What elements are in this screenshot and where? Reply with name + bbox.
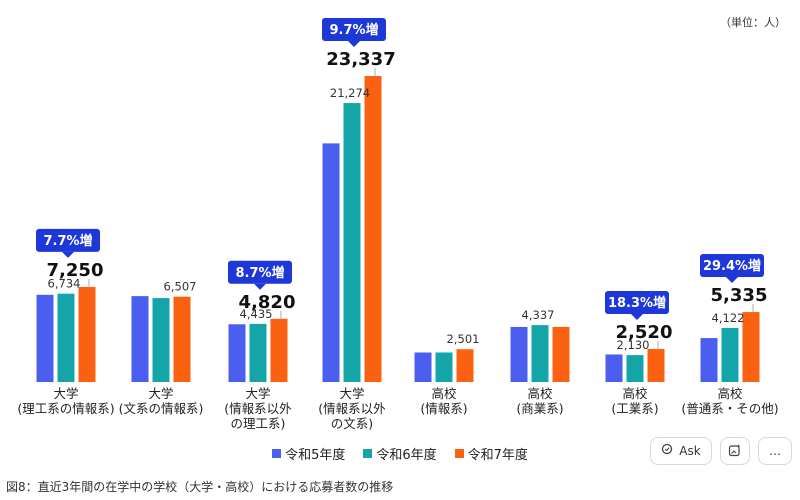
- growth-badge-pointer-1: [254, 283, 266, 290]
- category-label-0-line-0: 大学: [53, 386, 78, 401]
- legend-swatch-r5: [272, 449, 282, 458]
- ask-label: Ask: [679, 444, 701, 458]
- category-label-5-line-1: (商業系): [516, 401, 563, 416]
- value-label-1: 7,250: [47, 260, 104, 281]
- growth-badge-1: [228, 260, 292, 284]
- bar-1-2: [173, 296, 191, 382]
- growth-badge-pointer-2: [348, 41, 360, 47]
- bar-1-0: [131, 296, 149, 382]
- bar-6-2: [647, 348, 665, 382]
- value-label-8: 4,337: [522, 308, 555, 322]
- value-label-10: 2,520: [616, 322, 673, 343]
- value-label-4: 4,820: [239, 292, 296, 313]
- category-label-5: 高校(商業系): [516, 386, 563, 416]
- bar-5-1: [531, 325, 549, 382]
- bar-chart: 大学(理工系の情報系)大学(文系の情報系)大学(情報系以外の理工系)大学(情報系…: [17, 18, 779, 431]
- category-label-2-line-1: (情報系以外: [224, 401, 292, 416]
- category-label-0: 大学(理工系の情報系): [17, 386, 114, 416]
- growth-badge-pointer-0: [62, 251, 74, 258]
- more-options-icon: …: [769, 444, 781, 458]
- bar-6-1: [626, 355, 644, 382]
- category-label-6-line-1: (工業系): [611, 401, 658, 416]
- bar-4-0: [414, 352, 432, 382]
- bar-6-0: [605, 354, 623, 382]
- bar-2-0: [228, 324, 246, 382]
- value-label-6: 23,337: [326, 49, 395, 70]
- category-label-0-line-1: (理工系の情報系): [17, 401, 114, 416]
- bar-3-2: [364, 76, 382, 382]
- category-label-7: 高校(普通系・その他): [681, 386, 778, 416]
- category-label-1-line-1: (文系の情報系): [119, 401, 204, 416]
- bar-7-1: [721, 327, 739, 382]
- value-label-0: 6,734: [48, 277, 81, 291]
- value-label-5: 21,274: [330, 86, 370, 100]
- legend-label-r7: 令和7年度: [467, 448, 528, 463]
- value-label-12: 5,335: [711, 285, 768, 306]
- bar-3-1: [343, 103, 361, 382]
- category-label-4-line-0: 高校: [431, 386, 457, 401]
- growth-badge-label-3: 18.3%増: [608, 295, 666, 311]
- image-toolbar: Ask …: [650, 437, 792, 465]
- growth-badge-4: [700, 254, 764, 278]
- value-label-7: 2,501: [447, 332, 480, 346]
- category-label-3-line-1: (情報系以外: [318, 401, 386, 416]
- category-label-3-line-2: の文系): [331, 416, 373, 431]
- growth-badge-0: [36, 228, 100, 252]
- image-edit-icon: [728, 443, 742, 460]
- legend-swatch-r6: [363, 449, 373, 458]
- category-label-7-line-1: (普通系・その他): [681, 401, 778, 416]
- bar-0-2: [78, 286, 96, 382]
- growth-badge-label-2: 9.7%増: [329, 22, 378, 38]
- growth-badge-pointer-3: [631, 313, 643, 320]
- growth-badge-3: [605, 290, 669, 314]
- legend-item-r6: 令和6年度: [363, 444, 437, 463]
- ask-button[interactable]: Ask: [650, 437, 712, 465]
- bar-4-1: [435, 352, 453, 382]
- bar-2-1: [249, 323, 267, 382]
- value-label-9: 2,130: [617, 338, 650, 352]
- legend: 令和5年度 令和6年度 令和7年度: [0, 444, 800, 463]
- legend-swatch-r7: [454, 449, 464, 458]
- growth-badge-label-1: 8.7%増: [235, 265, 284, 281]
- figure-caption: 図8：直近3年間の在学中の学校（大学・高校）における応募者数の推移: [6, 480, 394, 494]
- category-label-6: 高校(工業系): [611, 386, 658, 416]
- value-label-11: 4,122: [712, 311, 745, 325]
- bar-5-2: [552, 326, 570, 382]
- more-options-button[interactable]: …: [758, 437, 792, 465]
- growth-badge-label-0: 7.7%増: [43, 233, 92, 249]
- legend-item-r5: 令和5年度: [272, 444, 345, 463]
- growth-badge-label-4: 29.4%増: [703, 258, 761, 274]
- image-edit-button[interactable]: [720, 437, 750, 465]
- bar-7-2: [742, 312, 760, 382]
- bar-4-2: [456, 349, 474, 382]
- growth-badge-2: [322, 18, 386, 41]
- unit-label: （単位：人）: [720, 16, 786, 29]
- bar-1-1: [152, 298, 170, 382]
- value-label-3: 4,435: [240, 307, 273, 321]
- bar-7-0: [700, 338, 718, 382]
- value-label-2: 6,507: [164, 280, 197, 294]
- bar-2-2: [270, 318, 288, 382]
- category-label-3-line-0: 大学: [339, 386, 364, 401]
- ask-search-icon: [661, 443, 674, 460]
- category-label-1-line-0: 大学: [148, 386, 173, 401]
- category-label-2: 大学(情報系以外の理工系): [224, 386, 292, 431]
- bar-0-0: [36, 294, 54, 382]
- bar-0-1: [57, 293, 75, 382]
- bar-5-0: [510, 326, 528, 382]
- legend-label-r6: 令和6年度: [376, 448, 437, 463]
- category-label-6-line-0: 高校: [622, 386, 648, 401]
- category-label-2-line-0: 大学: [245, 386, 270, 401]
- category-label-1: 大学(文系の情報系): [119, 386, 204, 416]
- bar-3-0: [322, 143, 340, 382]
- category-label-2-line-2: の理工系): [231, 416, 286, 431]
- legend-item-r7: 令和7年度: [454, 444, 528, 463]
- growth-badge-pointer-4: [726, 277, 738, 284]
- category-label-5-line-0: 高校: [527, 386, 553, 401]
- legend-label-r5: 令和5年度: [285, 448, 346, 463]
- category-label-7-line-0: 高校: [717, 386, 743, 401]
- category-label-3: 大学(情報系以外の文系): [318, 386, 386, 431]
- category-label-4: 高校(情報系): [420, 386, 467, 416]
- category-label-4-line-1: (情報系): [420, 401, 467, 416]
